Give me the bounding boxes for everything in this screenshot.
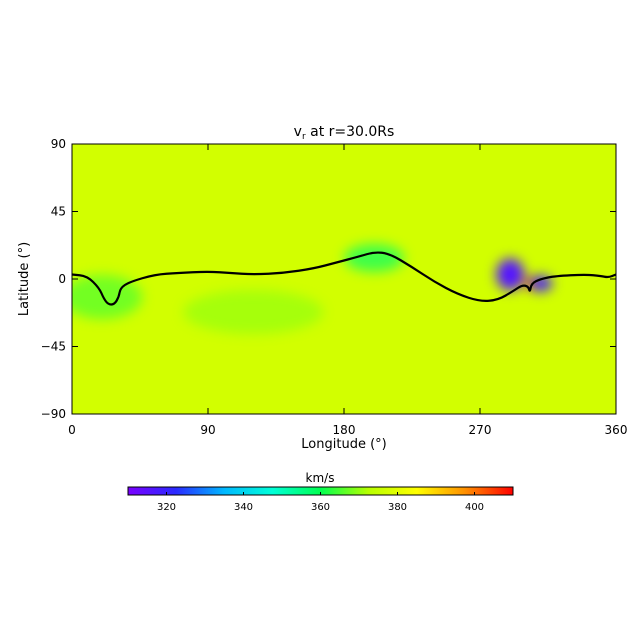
colorbar-tick-label: 380	[388, 502, 407, 513]
x-tick-label: 90	[200, 423, 215, 437]
x-ticks: 0 90 180 270 360	[68, 144, 627, 437]
x-tick-label: 270	[469, 423, 492, 437]
title-main: v	[294, 124, 302, 140]
field-feature	[496, 258, 525, 291]
title-suffix: at r=30.0Rs	[306, 124, 395, 140]
x-axis-label: Longitude (°)	[301, 437, 386, 452]
y-ticks: 90 45 0 −45 −90	[41, 137, 616, 421]
title-subscript: r	[302, 132, 306, 142]
colorbar-label: km/s	[306, 471, 335, 485]
x-tick-label: 180	[333, 423, 356, 437]
plot-area: 0 90 180 270 360 90 45 0 −45 −90	[41, 137, 628, 437]
chart-title: vr at r=30.0Rs	[294, 124, 395, 142]
y-tick-label: −90	[41, 407, 66, 421]
colorbar: km/s 320 340 360 380 400	[127, 471, 514, 513]
field-feature	[528, 275, 553, 292]
field-background	[72, 144, 616, 414]
colorbar-tick-label: 320	[157, 502, 176, 513]
field-feature	[344, 244, 405, 272]
colorbar-ticks: 320 340 360 380 400	[157, 492, 484, 513]
y-tick-label: −45	[41, 340, 66, 354]
y-tick-label: 90	[51, 137, 66, 151]
x-tick-label: 0	[68, 423, 76, 437]
y-tick-label: 0	[58, 272, 66, 286]
colorbar-tick-label: 360	[311, 502, 330, 513]
y-axis-label: Latitude (°)	[17, 242, 32, 316]
colorbar-tick-label: 340	[234, 502, 253, 513]
field-feature	[183, 290, 324, 334]
y-tick-label: 45	[51, 205, 66, 219]
x-tick-label: 360	[605, 423, 628, 437]
neutral-line	[72, 251, 616, 306]
colorbar-tick-label: 400	[465, 502, 484, 513]
